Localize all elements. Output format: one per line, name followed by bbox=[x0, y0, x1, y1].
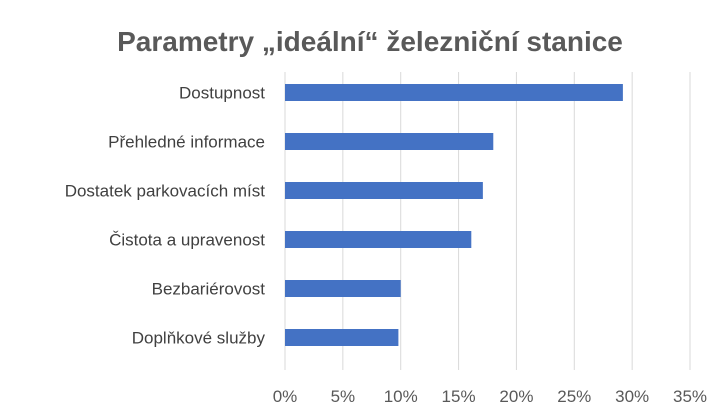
category-label: Bezbariérovost bbox=[152, 280, 266, 299]
category-labels: Dostupnost Přehledné informace Dostatek pa… bbox=[65, 84, 266, 348]
x-tick-label: 5% bbox=[331, 387, 356, 406]
bar bbox=[285, 84, 623, 101]
x-tick-label: 25% bbox=[557, 387, 591, 406]
category-label: Doplňkové služby bbox=[132, 329, 266, 348]
category-label: Čistota a upravenost bbox=[109, 231, 265, 250]
x-tick-label: 0% bbox=[273, 387, 298, 406]
x-tick-label: 35% bbox=[673, 387, 707, 406]
x-tick-labels: 0% 5% 10% 15% 20% 25% 30% 35% bbox=[273, 387, 707, 406]
category-label: Dostatek parkovacích míst bbox=[65, 182, 266, 201]
x-tick-label: 15% bbox=[442, 387, 476, 406]
gridlines bbox=[284, 72, 691, 370]
category-label: Přehledné informace bbox=[108, 133, 265, 152]
bars bbox=[285, 84, 623, 346]
bar bbox=[285, 182, 483, 199]
x-tick-label: 10% bbox=[384, 387, 418, 406]
bar bbox=[285, 133, 494, 150]
bar bbox=[285, 329, 399, 346]
x-tick-label: 30% bbox=[615, 387, 649, 406]
bar bbox=[285, 280, 401, 297]
chart-title: Parametry „ideální“ železniční stanice bbox=[117, 26, 623, 57]
bar bbox=[285, 231, 472, 248]
category-label: Dostupnost bbox=[179, 84, 265, 103]
x-tick-label: 20% bbox=[499, 387, 533, 406]
